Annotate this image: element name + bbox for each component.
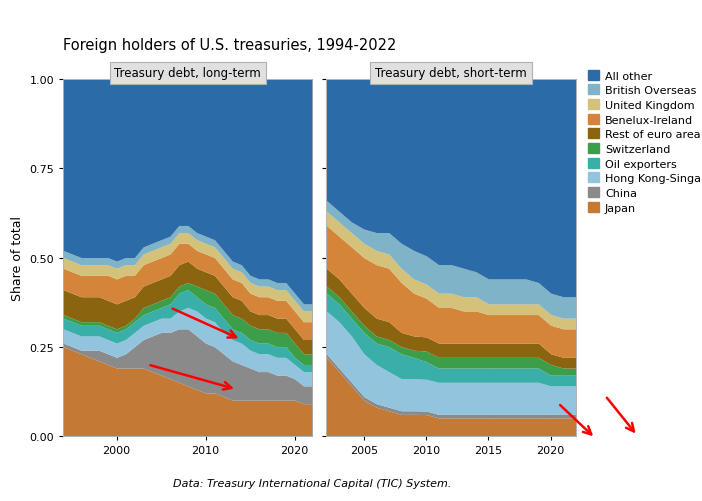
- Text: Foreign holders of U.S. treasuries, 1994-2022: Foreign holders of U.S. treasuries, 1994…: [63, 38, 397, 53]
- Title: Treasury debt, long-term: Treasury debt, long-term: [114, 67, 261, 80]
- Text: Data: Treasury International Capital (TIC) System.: Data: Treasury International Capital (TI…: [173, 478, 451, 488]
- Legend: All other, British Overseas, United Kingdom, Benelux-Ireland, Rest of euro area,: All other, British Overseas, United King…: [588, 71, 702, 213]
- Title: Treasury debt, short-term: Treasury debt, short-term: [375, 67, 527, 80]
- Y-axis label: Share of total: Share of total: [11, 215, 24, 301]
